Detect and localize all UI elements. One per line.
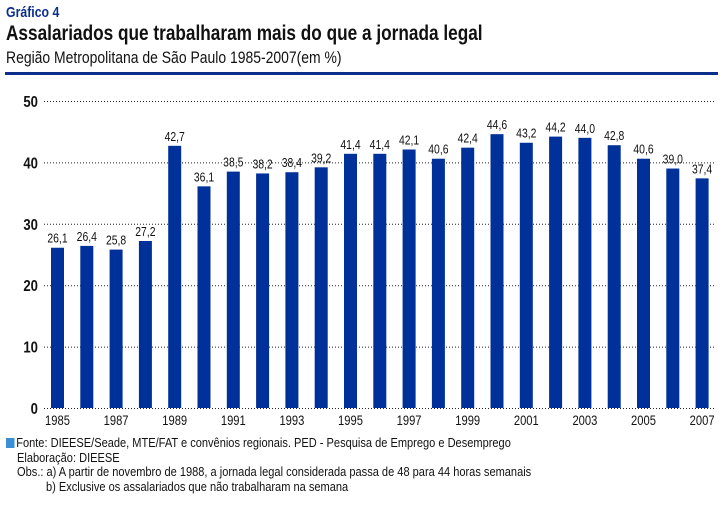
- value-label-1994: 39,2: [311, 151, 331, 165]
- value-label-1986: 26,4: [77, 230, 98, 244]
- y-tick-label: 20: [23, 278, 38, 295]
- y-tick-label: 10: [23, 339, 38, 356]
- value-label-1995: 41,4: [340, 138, 361, 152]
- gridlines: [44, 101, 715, 409]
- bar-2005: [637, 158, 650, 408]
- value-label-1985: 26,1: [47, 232, 67, 246]
- value-label-1989: 42,7: [165, 130, 185, 144]
- x-tick-label-2001: 2001: [514, 413, 539, 428]
- value-label-2006: 39,0: [663, 152, 684, 166]
- value-label-2007: 37,4: [692, 162, 713, 176]
- y-tick-label: 30: [23, 217, 38, 234]
- value-label-2005: 40,6: [633, 143, 654, 157]
- bar-2001: [519, 142, 533, 408]
- chart-number-label: Gráfico 4: [6, 4, 60, 21]
- bar-1995: [344, 153, 357, 408]
- value-label-1999: 42,4: [458, 132, 479, 146]
- title-divider: [5, 72, 718, 75]
- value-label-1997: 42,1: [399, 133, 419, 147]
- bar-1996: [373, 153, 387, 408]
- bar-2000: [490, 134, 504, 408]
- x-tick-label-2003: 2003: [572, 413, 597, 428]
- bar-chart: 0 10 20 30 40 50 26,1 26,4 25,8 27,2 42,7 36,1 38,5…: [23, 94, 715, 428]
- value-label-2000: 44,6: [487, 118, 508, 132]
- bar-2006: [666, 168, 680, 408]
- legend-square-icon: [6, 438, 15, 448]
- obs-a-line: Obs.: a) A partir de novembro de 1988, a…: [17, 464, 532, 479]
- bars: [51, 134, 709, 409]
- value-label-2002: 44,2: [545, 121, 565, 135]
- bar-1992: [256, 173, 270, 408]
- source-text: Fonte: DIEESE/Seade, MTE/FAT e convênios…: [16, 435, 511, 450]
- y-tick-label: 50: [23, 94, 38, 111]
- bar-1998: [431, 158, 445, 408]
- bar-2002: [549, 136, 563, 408]
- value-label-1987: 25,8: [106, 234, 127, 248]
- value-label-2001: 43,2: [516, 127, 536, 141]
- x-axis-ticks: 1985 1987 1989 1991 1993 1995 1997 1999 2001 2003…: [45, 413, 714, 428]
- y-tick-label: 40: [23, 155, 38, 172]
- x-tick-label-1985: 1985: [45, 413, 70, 428]
- x-tick-label-2007: 2007: [690, 413, 715, 428]
- value-label-2003: 44,0: [575, 122, 596, 136]
- x-tick-label-1987: 1987: [104, 413, 129, 428]
- x-tick-label-1991: 1991: [221, 413, 246, 428]
- value-labels: 26,1 26,4 25,8 27,2 42,7 36,1 38,5 38,2 38,4 39,2…: [47, 118, 712, 248]
- chart-title: Assalariados que trabalharam mais do que…: [6, 22, 483, 45]
- x-tick-label-1995: 1995: [338, 413, 363, 428]
- chart-footer: Fonte: DIEESE/Seade, MTE/FAT e convênios…: [6, 435, 532, 494]
- source-line: Fonte: DIEESE/Seade, MTE/FAT e convênios…: [6, 435, 531, 451]
- x-tick-label-1989: 1989: [162, 413, 187, 428]
- x-tick-label-2005: 2005: [631, 413, 656, 428]
- bar-1994: [314, 167, 328, 408]
- x-tick-label-1999: 1999: [455, 413, 480, 428]
- bar-2004: [607, 145, 621, 408]
- bar-1999: [461, 147, 475, 408]
- value-label-1988: 27,2: [135, 225, 155, 239]
- value-label-1996: 41,4: [370, 138, 391, 152]
- bar-2003: [578, 137, 592, 408]
- elaboration-line: Elaboração: DIEESE: [17, 449, 120, 465]
- value-label-1993: 38,4: [282, 156, 303, 170]
- y-tick-label: 0: [31, 401, 38, 418]
- bar-1988: [138, 240, 152, 408]
- y-axis-ticks: 0 10 20 30 40 50: [23, 94, 38, 418]
- obs-b-line: b) Exclusive os assalariados que não tra…: [45, 478, 349, 494]
- bar-1985: [51, 247, 64, 408]
- bar-1987: [109, 249, 123, 408]
- value-label-1991: 38,5: [223, 156, 244, 170]
- x-tick-label-1997: 1997: [397, 413, 422, 428]
- value-label-2004: 42,8: [604, 129, 625, 143]
- value-label-1990: 36,1: [194, 170, 214, 184]
- bar-2007: [695, 178, 709, 408]
- bar-1989: [168, 145, 182, 408]
- bar-1997: [402, 149, 416, 409]
- value-label-1992: 38,2: [252, 157, 272, 171]
- bar-1993: [285, 172, 299, 408]
- bar-1986: [80, 245, 94, 408]
- value-label-1998: 40,6: [428, 143, 449, 157]
- x-tick-label-1993: 1993: [279, 413, 304, 428]
- bar-1991: [226, 171, 240, 408]
- bar-1990: [197, 186, 211, 408]
- chart-subtitle: Região Metropolitana de São Paulo 1985-2…: [6, 48, 342, 67]
